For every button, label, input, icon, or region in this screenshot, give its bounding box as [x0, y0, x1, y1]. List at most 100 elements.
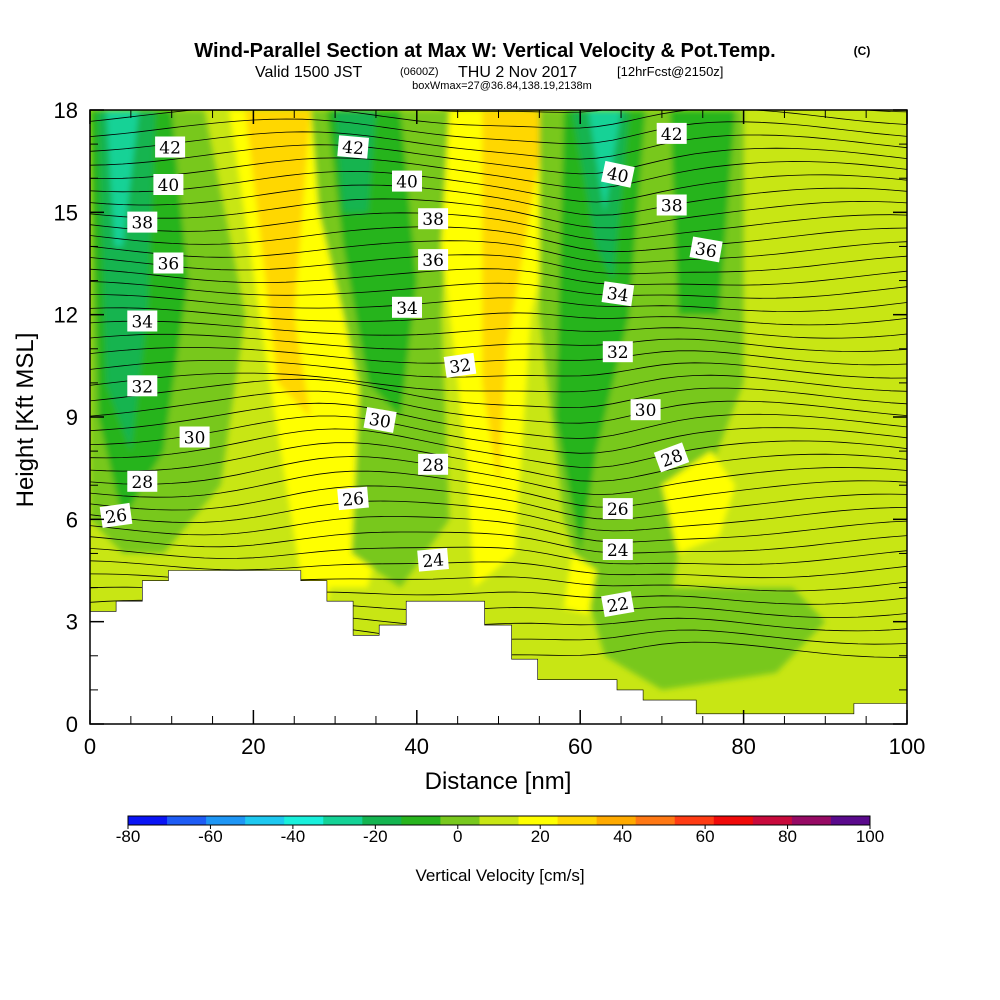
- theta-label: 32: [602, 341, 633, 363]
- theta-label-text: 34: [131, 313, 153, 333]
- theta-label: 40: [601, 160, 635, 188]
- theta-label-text: 38: [422, 210, 444, 230]
- theta-label-text: 42: [159, 139, 181, 159]
- theta-label-text: 40: [158, 176, 180, 196]
- colorbar-swatch: [674, 816, 715, 825]
- theta-isoline: [90, 110, 907, 129]
- theta-label-text: 34: [396, 299, 418, 319]
- theta-label-text: 42: [341, 138, 364, 160]
- theta-label-box: [155, 136, 186, 158]
- colorbar-swatch: [713, 816, 754, 825]
- theta-label-text: 42: [661, 125, 683, 145]
- theta-label-text: 24: [607, 541, 629, 561]
- y-axis-label: Height [Kft MSL]: [12, 333, 39, 508]
- theta-label-text: 28: [131, 473, 153, 493]
- theta-isoline: [90, 240, 907, 264]
- theta-label: 42: [155, 136, 186, 159]
- theta-label: 36: [418, 249, 449, 271]
- theta-label-box: [337, 486, 369, 511]
- y-tick-label: 15: [54, 200, 78, 225]
- velocity-band: [670, 110, 736, 315]
- theta-label-text: 38: [131, 214, 153, 234]
- colorbar-swatch: [596, 816, 637, 825]
- theta-label-text: 28: [422, 456, 444, 476]
- x-tick-label: 100: [889, 734, 926, 759]
- theta-isoline: [90, 531, 907, 554]
- theta-label-box: [656, 122, 687, 144]
- colorbar-frame: [127, 815, 871, 826]
- x-tick-label: 40: [405, 734, 429, 759]
- theta-isoline: [90, 470, 907, 508]
- colorbar-tick-label: -80: [116, 827, 141, 846]
- theta-isoline: [90, 390, 907, 424]
- theta-isoline: [90, 333, 907, 352]
- theta-label: 34: [392, 296, 422, 319]
- theta-label-text: 30: [184, 429, 206, 449]
- colorbar-tick-label: -40: [281, 827, 306, 846]
- theta-label-box: [689, 236, 723, 263]
- theta-isoline: [90, 372, 907, 393]
- colorbar-swatch: [830, 816, 871, 825]
- theta-label-text: 36: [158, 255, 180, 275]
- theta-isoline: [90, 281, 907, 299]
- colorbar-swatch: [635, 816, 676, 825]
- theta-label: 28: [418, 453, 449, 476]
- colorbar-swatch: [245, 816, 285, 825]
- theta-label-box: [392, 296, 422, 318]
- colorbar-tick-label: 100: [856, 827, 884, 846]
- plot-area: [90, 110, 907, 724]
- colorbar-swatch: [557, 816, 598, 825]
- colorbar-tick-label: 80: [778, 827, 797, 846]
- theta-isoline: [90, 516, 907, 543]
- theta-label-box: [601, 160, 635, 188]
- velocity-band: [661, 451, 736, 554]
- theta-label-text: 22: [606, 594, 631, 617]
- theta-label: 40: [392, 170, 422, 193]
- theta-isoline: [90, 184, 907, 216]
- theta-label-box: [602, 498, 633, 520]
- x-tick-label: 60: [568, 734, 592, 759]
- theta-label-box: [443, 352, 477, 378]
- colorbar-swatch: [362, 816, 402, 825]
- y-tick-label: 3: [66, 610, 78, 635]
- chart-subtitle-date: THU 2 Nov 2017: [458, 64, 577, 81]
- x-axis: 0 20 40 60 80 100: [84, 110, 925, 759]
- y-tick-label: 0: [66, 712, 78, 737]
- theta-isoline: [90, 415, 907, 454]
- theta-label-text: 32: [607, 343, 629, 363]
- x-tick-label: 80: [731, 734, 755, 759]
- theta-isoline: [90, 198, 907, 229]
- colorbar: [127, 815, 871, 826]
- theta-label-box: [153, 252, 184, 274]
- y-tick-label: 9: [66, 405, 78, 430]
- theta-label: 22: [601, 591, 635, 618]
- theta-label-box: [601, 591, 635, 618]
- velocity-band: [555, 110, 646, 554]
- theta-label-box: [363, 406, 397, 433]
- theta-label: 32: [443, 352, 477, 378]
- colorbar-swatch: [323, 816, 363, 825]
- colorbar-swatch: [284, 816, 324, 825]
- theta-label-text: 26: [342, 489, 365, 511]
- theta-label-box: [127, 470, 158, 492]
- theta-label: 36: [689, 236, 723, 263]
- colorbar-tick-label: 20: [531, 827, 550, 846]
- theta-label: 26: [99, 502, 133, 528]
- theta-label: 34: [601, 281, 635, 307]
- theta-isoline: [90, 320, 907, 339]
- theta-label: 42: [337, 135, 370, 160]
- y-tick-label: 12: [54, 303, 78, 328]
- theta-label-box: [418, 453, 449, 475]
- theta-isoline: [90, 268, 907, 286]
- theta-label-text: 36: [422, 251, 444, 271]
- theta-label: 38: [418, 208, 449, 230]
- chart-subtitle-zulu: (0600Z): [400, 66, 439, 78]
- chart-title-mark: (C): [854, 44, 871, 58]
- terrain-mask: [90, 570, 907, 724]
- colorbar-swatch: [791, 816, 832, 825]
- velocity-band: [588, 110, 622, 213]
- theta-isoline: [90, 131, 907, 160]
- colorbar-swatch: [440, 816, 480, 825]
- x-tick-label: 0: [84, 734, 96, 759]
